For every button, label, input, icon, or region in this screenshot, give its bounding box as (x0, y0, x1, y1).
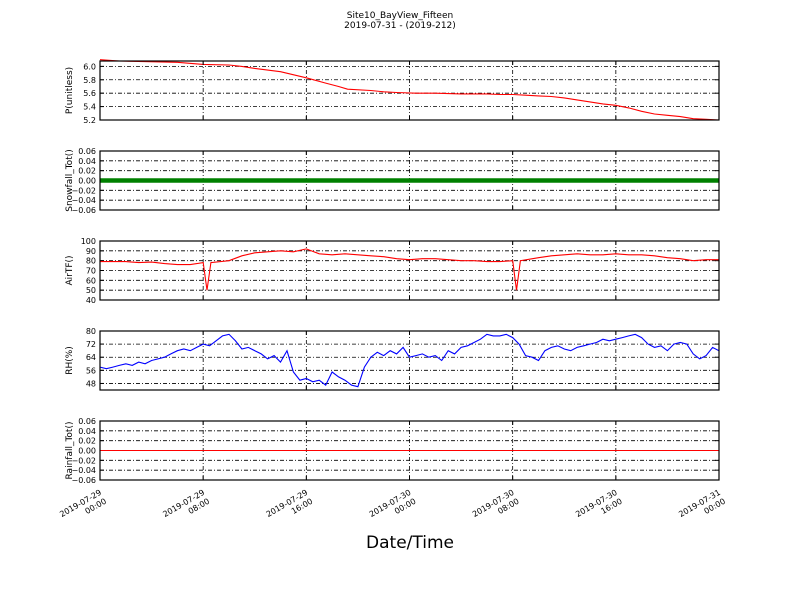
panel-3-ytick-label: 60 (86, 276, 96, 285)
panel-2-ytick-label: 0.00 (78, 177, 96, 186)
x-tick-label: 2019-07-2916:00 (265, 488, 315, 528)
panel-5-ytick-label: 0.04 (78, 427, 96, 436)
panel-4-ytick-label: 80 (86, 327, 96, 336)
x-axis-label: Date/Time (366, 533, 454, 553)
panel-2-ytick-label: 0.02 (78, 167, 96, 176)
x-tick-label: 2019-07-3000:00 (368, 488, 418, 528)
panel-1-ytick-label: 6.0 (83, 62, 96, 71)
panel-5-ytick-label: 0.00 (78, 447, 96, 456)
panel-3-series-line (100, 248, 719, 291)
panel-3-ytick-label: 80 (86, 257, 96, 266)
panel-4-ylabel: RH(%) (65, 346, 75, 375)
panel-2-ytick-label: −0.04 (71, 196, 96, 205)
panel-1-ytick-label: 5.2 (83, 116, 96, 125)
panel-5-ytick-label: 0.06 (78, 417, 96, 426)
panel-4-ytick-label: 64 (86, 353, 96, 362)
panel-1-ytick-label: 5.8 (83, 76, 96, 85)
panel-4-ytick-label: 72 (86, 340, 96, 349)
panel-5-ytick-label: 0.02 (78, 437, 96, 446)
panel-5-ylabel: Rainfall_Tot() (65, 422, 75, 480)
panel-4-series-line (99, 333, 720, 388)
panel-3-ytick-label: 90 (86, 247, 96, 256)
panel-1-series-line (99, 59, 720, 121)
panel-5-ytick-label: −0.02 (71, 456, 96, 465)
panel-4-ytick-label: 48 (86, 379, 96, 388)
chart-subtitle: 2019-07-31 - (2019-212) (344, 21, 456, 31)
panel-3-ytick-label: 100 (81, 237, 96, 246)
panel-1-ytick-label: 5.6 (83, 89, 96, 98)
x-tick-label: 2019-07-2900:00 (58, 488, 108, 528)
panel-3-ytick-label: 50 (86, 286, 96, 295)
x-tick-label: 2019-07-3008:00 (471, 488, 521, 528)
panel-5-ytick-label: −0.06 (71, 476, 96, 485)
panel-2-ytick-label: −0.02 (71, 186, 96, 195)
panel-2-ytick-label: 0.06 (78, 147, 96, 156)
panel-3-ylabel: AirTF() (65, 255, 75, 285)
x-tick-label: 2019-07-3016:00 (574, 488, 624, 528)
panel-2-ytick-label: −0.06 (71, 206, 96, 215)
panel-4-ytick-label: 56 (86, 366, 96, 375)
panel-1-ytick-label: 5.4 (83, 103, 96, 112)
panel-1-ylabel: P(unitless) (65, 67, 75, 114)
panel-2-ylabel: Snowfall_Tot() (65, 149, 75, 212)
x-tick-label: 2019-07-3100:00 (677, 488, 727, 528)
panel-3-ytick-label: 70 (86, 267, 96, 276)
x-tick-label: 2019-07-2908:00 (161, 488, 211, 528)
panel-3-ytick-label: 40 (86, 296, 96, 305)
chart-title: Site10_BayView_Fifteen (346, 11, 454, 21)
panel-2-ytick-label: 0.04 (78, 157, 96, 166)
panel-5-ytick-label: −0.04 (71, 466, 96, 475)
